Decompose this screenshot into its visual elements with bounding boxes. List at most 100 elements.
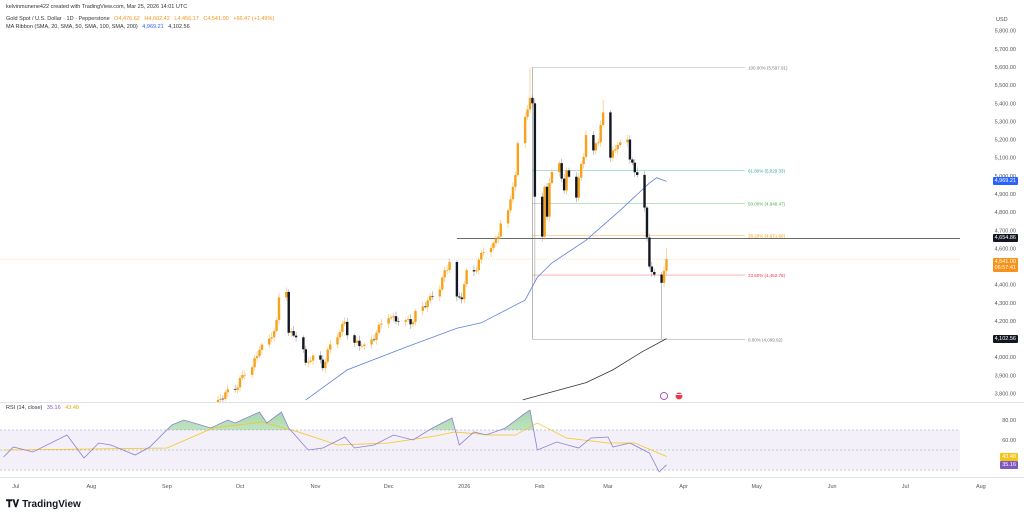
candle-body [219,398,222,400]
candle [472,265,476,277]
tradingview-logo-icon: 𝐓𝐕 [6,499,20,510]
candle [258,346,261,358]
candle-body [392,316,395,318]
candle [616,142,619,154]
candle-body [326,349,329,362]
symbol-legend[interactable]: Gold Spot / U.S. Dollar · 1D · Peppersto… [6,16,277,22]
candle-body [494,238,498,243]
candle-body [511,186,515,200]
time-tick-label: Jul [902,484,909,490]
candle [411,318,415,328]
candle-body [321,359,325,369]
price-tick-label: 3,900.00 [995,373,1016,379]
candle [528,67,532,114]
candle [579,161,583,181]
event-icon-us-economic[interactable] [675,392,683,400]
ma-ribbon-legend[interactable]: MA Ribbon (SMA, 20, SMA, 50, SMA, 100, S… [6,24,193,30]
candle [328,339,332,354]
candle [575,172,578,203]
candle [445,265,449,274]
candle-body [445,269,449,271]
price-tick-label: 5,800.00 [995,29,1016,35]
candle-body [363,344,366,346]
price-badge: 4,654.86 [992,234,1018,243]
price-tick-label: 5,700.00 [995,47,1016,53]
high-value: H4,602.42 [144,16,170,22]
tradingview-logo[interactable]: 𝐓𝐕 TradingView [6,499,81,510]
candle-body [616,145,619,150]
candle [626,134,629,147]
price-tick-label: 4,300.00 [995,301,1016,307]
candle [516,140,520,178]
candle-body [336,337,339,345]
candle [548,178,551,222]
candle [321,355,325,372]
candle [319,351,322,364]
rsi-pane [0,409,960,473]
candle [275,317,278,333]
candle [380,319,383,329]
candle [650,261,654,277]
candle [289,328,293,338]
candle-body [307,361,310,363]
event-icon-earnings[interactable] [660,392,668,400]
candle [560,158,563,182]
candle [406,315,410,322]
candle-body [480,252,483,260]
candle [492,241,495,251]
candle-body [643,174,646,208]
change-value: +66.47 (+1.49%) [233,16,275,22]
candle-body [377,324,381,333]
candle-body [302,337,305,350]
sma50-line [305,177,667,401]
candle [499,219,502,240]
candle [221,395,225,402]
rsi-legend[interactable]: RSI (14, close) 35.16 43.48 [6,405,82,411]
candle-body [631,159,634,163]
candle-body [328,344,332,350]
price-badge: 4,969.21 [992,177,1018,186]
candle-body [528,97,532,110]
candle [584,130,588,159]
candle-body [397,321,400,323]
time-tick-label: Jun [828,484,837,490]
candle-body [514,174,517,187]
candle [443,266,446,282]
candle-body [543,186,546,237]
candle-body [548,183,551,217]
candle [511,182,515,204]
candle-body [277,297,281,321]
candle [431,291,434,300]
candle-body [438,289,442,297]
candle-body [448,262,451,270]
candle [358,336,361,351]
candle-body [477,259,481,271]
candle [277,292,281,325]
candle [438,285,442,302]
candle-body [648,237,651,267]
ma-value-50: 4,969.21 [142,24,164,30]
candle-body [233,389,237,390]
candle [562,174,566,194]
candle [601,99,605,128]
candle-body [550,171,554,184]
price-badge: 4,102.56 [992,334,1018,343]
candle [270,332,273,343]
candle-body [594,143,598,151]
candle-body [579,164,583,178]
candle-body [260,344,264,350]
candle [260,342,264,355]
candle [377,321,381,336]
candle [665,247,668,275]
candle-body [475,270,478,272]
open-value: O4,476.62 [114,16,140,22]
candle-body [404,320,407,322]
candle [460,292,463,304]
fib-level-label: 0.00% (4,099.02) [748,337,783,342]
candle [494,235,498,248]
time-tick-label: 2026 [458,484,470,490]
candle [360,342,364,349]
candle [565,167,568,195]
candle-body [592,135,595,151]
